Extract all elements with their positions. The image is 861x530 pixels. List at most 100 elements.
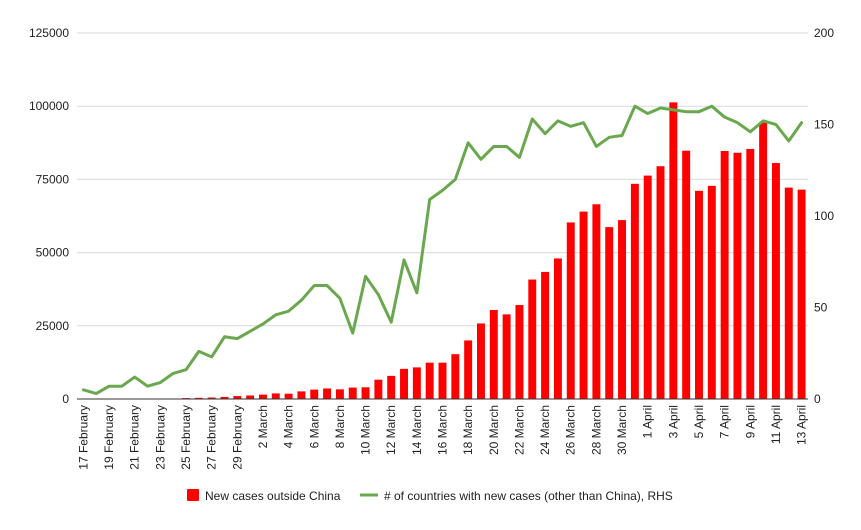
bar-30 (464, 340, 473, 399)
x-tick-label-25: 7 April (718, 405, 732, 438)
left-tick-label-3: 75000 (36, 172, 70, 186)
bar-34 (515, 305, 524, 399)
left-axis-ticks: 0 25000 50000 75000 100000 125000 (29, 26, 69, 406)
x-tick-label-27: 11 April (769, 405, 783, 444)
legend-label-bars: New cases outside China (205, 489, 341, 503)
bar-33 (502, 314, 511, 399)
left-tick-label-4: 100000 (29, 99, 69, 113)
bar-11 (220, 396, 229, 399)
right-axis-ticks: 0 50 100 150 200 (814, 26, 834, 406)
bar-49 (707, 185, 716, 399)
bar-19 (323, 388, 332, 399)
bar-23 (374, 379, 383, 399)
x-tick-label-28: 13 April (795, 405, 809, 445)
x-tick-label-7: 2 March (256, 405, 270, 448)
x-tick-label-12: 12 March (384, 405, 398, 455)
left-tick-label-0: 0 (62, 392, 69, 406)
x-tick-label-20: 28 March (589, 405, 603, 455)
x-tick-label-18: 24 March (538, 405, 552, 455)
bar-16 (284, 393, 293, 399)
bar-55 (784, 187, 793, 399)
bar-13 (246, 395, 255, 399)
bar-43 (630, 183, 639, 399)
x-tick-label-14: 16 March (436, 405, 450, 455)
right-tick-label-4: 200 (814, 26, 834, 40)
x-tick-label-3: 23 February (153, 405, 167, 470)
legend-item-bars[interactable]: New cases outside China (187, 489, 341, 503)
bar-48 (695, 190, 703, 399)
x-tick-label-2: 21 February (128, 405, 142, 470)
line-series (81, 104, 804, 396)
x-tick-label-0: 17 February (76, 405, 90, 470)
legend-item-line[interactable]: # of countries with new cases (other tha… (360, 489, 673, 503)
right-tick-label-0: 0 (814, 392, 821, 406)
bar-32 (489, 309, 498, 399)
bar-series (182, 102, 806, 399)
bar-31 (476, 323, 485, 399)
left-tick-label-5: 125000 (29, 26, 69, 40)
bar-54 (771, 163, 780, 399)
x-tick-label-21: 30 March (615, 405, 629, 455)
bar-41 (605, 227, 614, 399)
x-tick-label-9: 6 March (307, 405, 321, 448)
right-tick-label-3: 150 (814, 118, 834, 132)
bar-47 (682, 150, 691, 399)
right-tick-label-1: 50 (814, 301, 828, 315)
bar-10 (207, 397, 216, 399)
bar-44 (643, 175, 652, 399)
bar-12 (233, 396, 242, 399)
bar-56 (797, 189, 806, 399)
bar-38 (566, 222, 575, 399)
x-tick-label-1: 19 February (102, 405, 116, 470)
bar-45 (656, 166, 665, 399)
x-tick-label-24: 5 April (692, 405, 706, 438)
bar-9 (194, 397, 203, 399)
bar-29 (451, 354, 460, 399)
x-tick-label-8: 4 March (282, 405, 296, 448)
x-tick-label-26: 9 April (743, 405, 757, 438)
x-tick-label-11: 10 March (359, 405, 373, 455)
x-tick-label-13: 14 March (410, 405, 424, 455)
bar-28 (438, 362, 447, 399)
left-tick-label-2: 50000 (36, 246, 70, 260)
bar-53 (759, 122, 768, 399)
bar-18 (310, 389, 319, 399)
bar-35 (528, 279, 537, 399)
bar-51 (733, 152, 742, 399)
bar-37 (553, 258, 562, 399)
bar-22 (361, 387, 370, 399)
x-tick-label-22: 1 April (641, 405, 655, 438)
bar-50 (720, 150, 729, 399)
x-axis-ticks: 17 February 19 February 21 February 23 Febr… (76, 405, 808, 470)
bar-42 (618, 220, 627, 399)
x-tick-label-6: 29 February (230, 405, 244, 470)
x-tick-label-19: 26 March (564, 405, 578, 455)
bar-39 (579, 211, 588, 399)
left-tick-label-1: 25000 (36, 319, 70, 333)
bar-14 (258, 394, 267, 399)
bar-26 (412, 367, 421, 399)
bar-40 (592, 204, 601, 399)
bar-17 (297, 391, 306, 399)
legend-label-line: # of countries with new cases (other tha… (384, 489, 673, 503)
bar-46 (669, 102, 678, 399)
bar-52 (746, 148, 755, 399)
bar-20 (335, 389, 344, 399)
x-tick-label-5: 27 February (205, 405, 219, 470)
x-tick-label-4: 25 February (179, 405, 193, 470)
series-line (81, 104, 804, 396)
x-tick-label-16: 20 March (487, 405, 501, 455)
bar-25 (400, 368, 409, 399)
legend: New cases outside China # of countries w… (187, 489, 673, 503)
legend-swatch-bars (187, 489, 199, 501)
bar-21 (348, 387, 357, 399)
bar-27 (425, 362, 434, 399)
x-tick-label-15: 18 March (461, 405, 475, 455)
x-tick-label-10: 8 March (333, 405, 347, 448)
bar-36 (541, 271, 550, 399)
right-tick-label-2: 100 (814, 209, 834, 223)
x-tick-label-17: 22 March (512, 405, 526, 455)
bar-15 (271, 393, 280, 399)
x-tick-label-23: 3 April (666, 405, 680, 438)
